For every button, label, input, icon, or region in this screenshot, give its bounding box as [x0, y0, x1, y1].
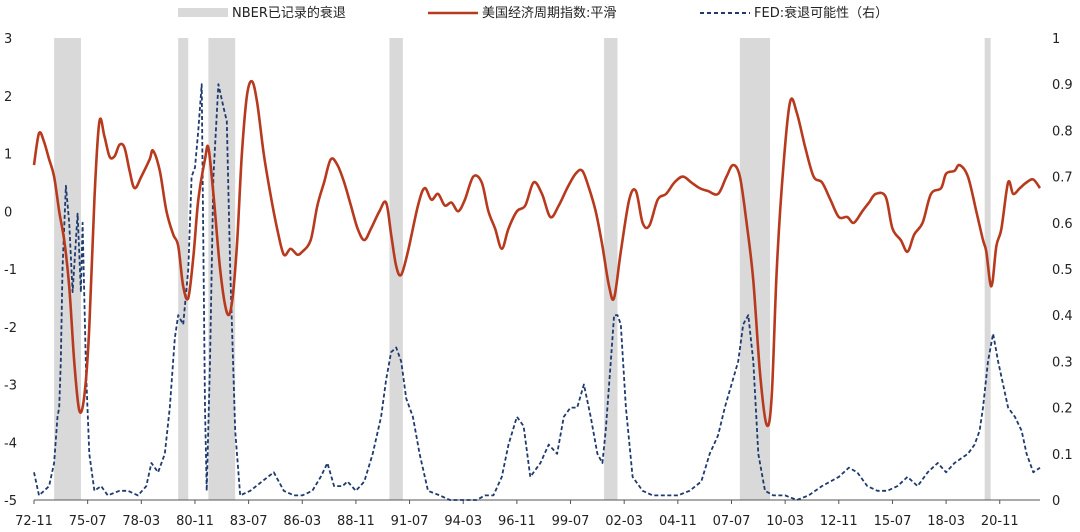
- x-tick-1: 75-07: [69, 514, 107, 529]
- x-tick-7: 91-07: [391, 514, 429, 529]
- x-tick-14: 10-03: [766, 514, 804, 529]
- y-right-tick-1: 0.1: [1052, 448, 1073, 463]
- y-left-tick-2: -3: [4, 379, 17, 394]
- y-left-tick-3: -2: [4, 321, 17, 336]
- x-tick-11: 02-03: [605, 514, 643, 529]
- x-tick-2: 78-03: [122, 514, 160, 529]
- y-right-tick-10: 1: [1052, 32, 1060, 47]
- y-left-tick-5: 0: [4, 205, 12, 220]
- x-tick-10: 99-07: [552, 514, 590, 529]
- y-right-tick-2: 0.2: [1052, 402, 1073, 417]
- recession-band-1: [178, 38, 189, 500]
- y-left-tick-6: 1: [4, 148, 12, 163]
- x-tick-8: 94-03: [444, 514, 482, 529]
- legend-swatch-recession: [178, 8, 228, 17]
- y-left-tick-0: -5: [4, 494, 17, 509]
- legend-label-recession: NBER已记录的衰退: [232, 5, 346, 21]
- legend-label-fed: FED:衰退可能性（右）: [754, 5, 888, 21]
- x-tick-0: 72-11: [15, 514, 53, 529]
- y-left-tick-1: -4: [4, 436, 17, 451]
- x-tick-18: 20-11: [981, 514, 1019, 529]
- x-tick-16: 15-07: [874, 514, 912, 529]
- x-tick-15: 12-11: [820, 514, 858, 529]
- series-line-fed: [33, 83, 1041, 501]
- legend: NBER已记录的衰退 美国经济周期指数:平滑 FED:衰退可能性（右）: [178, 5, 888, 21]
- recession-band-5: [739, 38, 771, 500]
- y-right-tick-4: 0.4: [1052, 309, 1073, 324]
- x-tick-6: 88-11: [337, 514, 375, 529]
- recession-band-2: [208, 38, 236, 500]
- x-tick-12: 04-11: [659, 514, 697, 529]
- y-left-tick-4: -1: [4, 263, 17, 278]
- x-tick-4: 83-07: [230, 514, 268, 529]
- legend-label-cycle: 美国经济周期指数:平滑: [482, 6, 616, 21]
- series-lines: [32, 79, 1042, 501]
- recession-band-4: [604, 38, 618, 500]
- y-right-tick-5: 0.5: [1052, 263, 1073, 278]
- x-tick-9: 96-11: [498, 514, 536, 529]
- x-tick-5: 86-03: [283, 514, 321, 529]
- y-right-tick-7: 0.7: [1052, 171, 1073, 186]
- y-left-tick-7: 2: [4, 90, 12, 105]
- y-right-tick-6: 0.6: [1052, 217, 1073, 232]
- y-right-tick-0: 0: [1052, 494, 1060, 509]
- x-tick-3: 80-11: [176, 514, 214, 529]
- x-tick-13: 07-07: [713, 514, 751, 529]
- series-line-cycle: [32, 79, 1042, 428]
- axes: -5 -4 -3 -2 -1 0 1 2 3 0 0.1 0.2 0.3 0.4 0.5 0.6 0.7 0.8 0…: [4, 32, 1073, 529]
- y-right-tick-9: 0.9: [1052, 78, 1073, 93]
- y-right-tick-8: 0.8: [1052, 124, 1073, 139]
- y-right-tick-3: 0.3: [1052, 355, 1073, 370]
- recession-bands: [54, 38, 991, 500]
- y-left-tick-8: 3: [4, 32, 12, 47]
- x-tick-17: 18-03: [927, 514, 965, 529]
